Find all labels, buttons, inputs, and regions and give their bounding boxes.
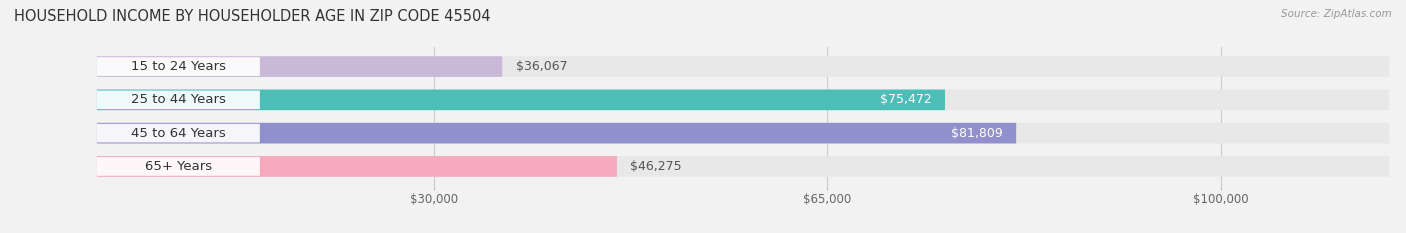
FancyBboxPatch shape [97, 157, 260, 176]
Text: $46,275: $46,275 [630, 160, 682, 173]
FancyBboxPatch shape [97, 123, 1389, 144]
FancyBboxPatch shape [97, 156, 617, 177]
Text: $81,809: $81,809 [950, 127, 1002, 140]
FancyBboxPatch shape [97, 89, 945, 110]
FancyBboxPatch shape [97, 56, 502, 77]
FancyBboxPatch shape [97, 91, 260, 109]
Text: $36,067: $36,067 [516, 60, 567, 73]
Text: Source: ZipAtlas.com: Source: ZipAtlas.com [1281, 9, 1392, 19]
FancyBboxPatch shape [97, 57, 260, 76]
Text: 15 to 24 Years: 15 to 24 Years [131, 60, 226, 73]
FancyBboxPatch shape [97, 156, 1389, 177]
Text: 25 to 44 Years: 25 to 44 Years [131, 93, 226, 106]
Text: 65+ Years: 65+ Years [145, 160, 212, 173]
FancyBboxPatch shape [97, 56, 1389, 77]
Text: 45 to 64 Years: 45 to 64 Years [131, 127, 226, 140]
Text: HOUSEHOLD INCOME BY HOUSEHOLDER AGE IN ZIP CODE 45504: HOUSEHOLD INCOME BY HOUSEHOLDER AGE IN Z… [14, 9, 491, 24]
Text: $75,472: $75,472 [880, 93, 932, 106]
FancyBboxPatch shape [97, 123, 1017, 144]
FancyBboxPatch shape [97, 89, 1389, 110]
FancyBboxPatch shape [97, 124, 260, 142]
